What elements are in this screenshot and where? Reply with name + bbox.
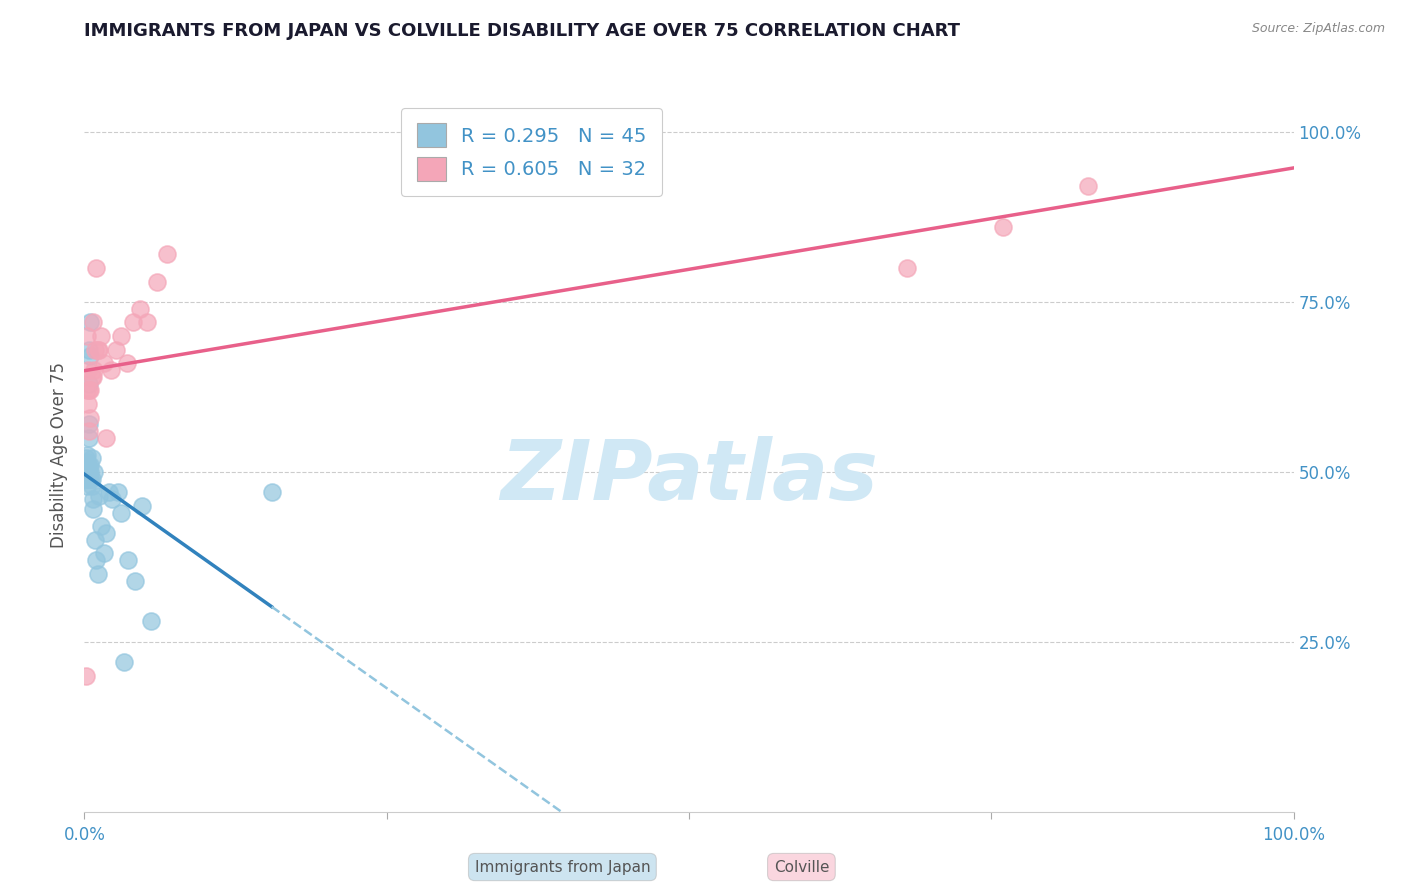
Point <box>76 384 98 398</box>
Text: Source: ZipAtlas.com: Source: ZipAtlas.com <box>1251 22 1385 36</box>
Text: IMMIGRANTS FROM JAPAN VS COLVILLE DISABILITY AGE OVER 75 CORRELATION CHART: IMMIGRANTS FROM JAPAN VS COLVILLE DISABI… <box>84 22 960 40</box>
Point <box>129 301 152 316</box>
Point <box>76 465 98 479</box>
Point <box>79 315 101 329</box>
Point <box>107 485 129 500</box>
Point <box>115 356 138 370</box>
Point <box>79 458 101 472</box>
Point <box>79 350 101 364</box>
Point <box>94 526 117 541</box>
Point <box>136 315 159 329</box>
Point <box>77 431 100 445</box>
Point <box>131 499 153 513</box>
Point <box>121 315 143 329</box>
Text: ZIPatlas: ZIPatlas <box>501 436 877 516</box>
Y-axis label: Disability Age Over 75: Disability Age Over 75 <box>51 362 69 548</box>
Point <box>77 343 100 357</box>
Point <box>75 465 97 479</box>
Point <box>112 655 135 669</box>
Point <box>86 553 108 567</box>
Point <box>76 472 98 486</box>
Point <box>84 533 107 547</box>
Point <box>82 502 104 516</box>
Point <box>82 492 104 507</box>
Point <box>94 431 117 445</box>
Point <box>80 369 103 384</box>
Point <box>77 424 100 438</box>
Point <box>896 260 918 275</box>
Point <box>97 485 120 500</box>
Point <box>146 275 169 289</box>
Point <box>76 478 98 492</box>
Point <box>80 472 103 486</box>
Point <box>75 472 97 486</box>
Point <box>76 455 98 469</box>
Point <box>1077 179 1099 194</box>
Point <box>117 553 139 567</box>
Point <box>90 329 112 343</box>
Point <box>93 546 115 560</box>
Point <box>86 566 108 581</box>
Point <box>82 369 104 384</box>
Point <box>110 506 132 520</box>
Point <box>82 315 104 329</box>
Text: Colville: Colville <box>773 860 830 874</box>
Point <box>79 472 101 486</box>
Point <box>75 451 97 466</box>
Point <box>80 478 103 492</box>
Point <box>77 376 100 391</box>
Point <box>101 492 124 507</box>
Point <box>87 343 110 357</box>
Point <box>77 465 100 479</box>
Point <box>100 363 122 377</box>
Point <box>77 461 100 475</box>
Text: Immigrants from Japan: Immigrants from Japan <box>475 860 650 874</box>
Point <box>77 384 100 398</box>
Point <box>77 468 100 483</box>
Point <box>90 519 112 533</box>
Point <box>993 220 1015 235</box>
Point <box>77 363 100 377</box>
Point <box>104 343 127 357</box>
Point <box>77 458 100 472</box>
Point <box>75 669 97 683</box>
Point <box>83 465 105 479</box>
Point <box>77 397 100 411</box>
Point <box>86 260 108 275</box>
Point <box>83 363 105 377</box>
Point <box>86 343 108 357</box>
Point <box>79 410 101 425</box>
Point <box>76 329 98 343</box>
Point <box>80 451 103 466</box>
Point <box>110 329 132 343</box>
Point <box>76 448 98 462</box>
Point <box>77 465 100 479</box>
Point <box>77 417 100 432</box>
Point <box>93 356 115 370</box>
Legend: R = 0.295   N = 45, R = 0.605   N = 32: R = 0.295 N = 45, R = 0.605 N = 32 <box>401 108 662 196</box>
Point <box>84 343 107 357</box>
Point <box>79 465 101 479</box>
Point <box>139 615 162 629</box>
Point <box>87 489 110 503</box>
Point <box>155 247 177 261</box>
Point <box>124 574 146 588</box>
Point <box>260 485 283 500</box>
Point <box>79 384 101 398</box>
